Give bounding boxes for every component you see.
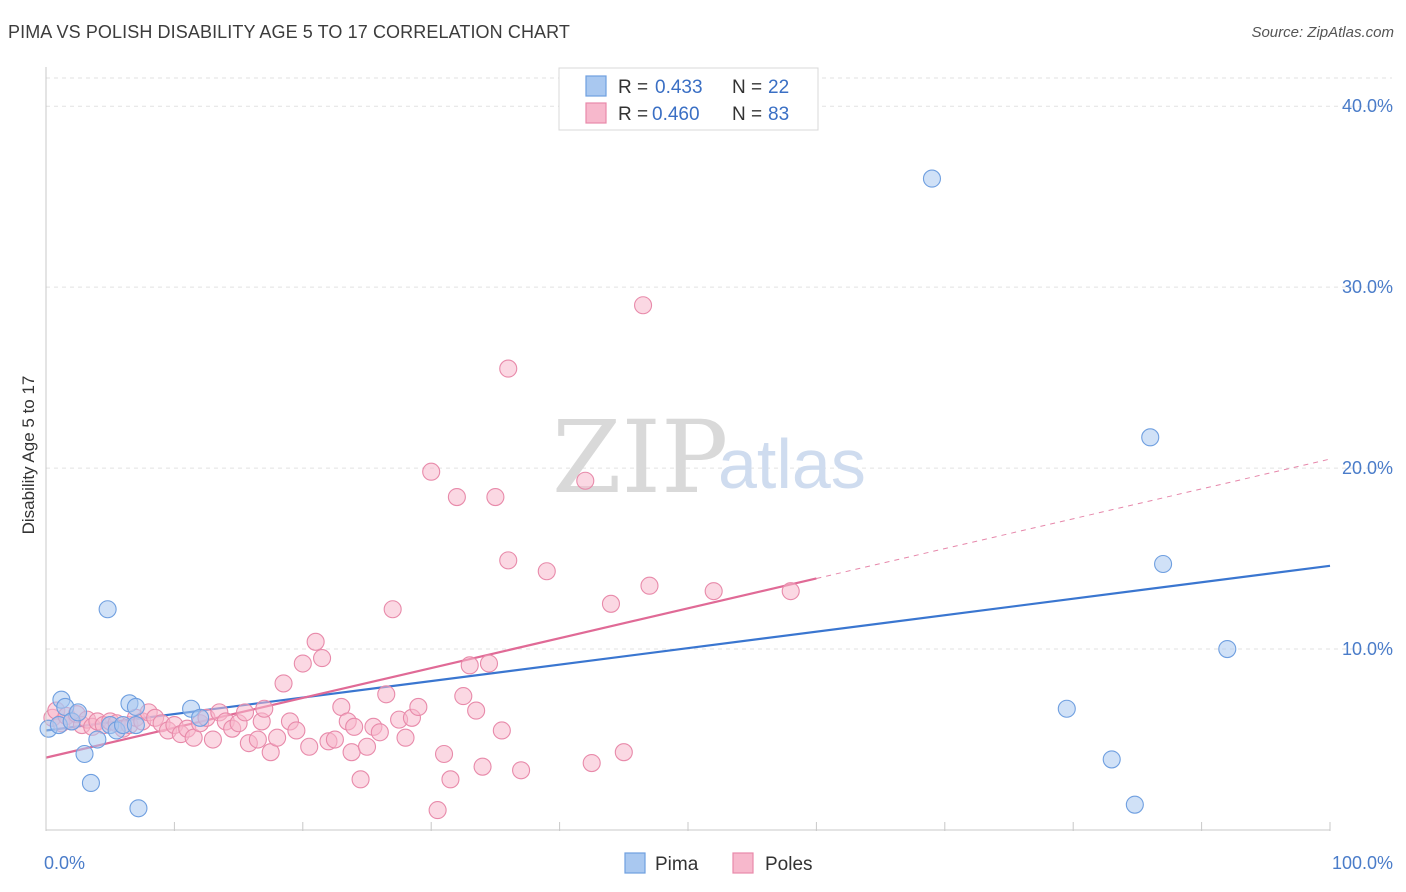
point-poles-52 [351, 770, 370, 789]
legend-n-label-poles: N = [732, 104, 762, 125]
point-pima-20 [1057, 699, 1076, 718]
legend-n-value-poles: 83 [768, 104, 789, 125]
point-poles-61 [409, 697, 428, 717]
trend-line-pima [45, 564, 1331, 732]
point-poles-67 [454, 687, 473, 706]
point-poles-41 [287, 721, 306, 740]
point-poles-34 [248, 730, 267, 749]
point-pima-16 [129, 799, 148, 818]
point-poles-84 [781, 582, 800, 601]
point-poles-57 [383, 600, 402, 619]
point-pima-18 [191, 708, 210, 727]
point-poles-63 [428, 801, 447, 820]
y-tick-label-40: 40.0% [1342, 96, 1393, 116]
grid-layer [46, 77, 1392, 650]
point-pima-6 [75, 744, 94, 764]
point-poles-65 [441, 770, 460, 789]
trend-line-extension-poles [816, 458, 1331, 579]
point-poles-72 [486, 487, 505, 507]
point-poles-73 [492, 721, 511, 740]
legend-box: R = 0.433 N = 22 R = 0.460 N = 83 [558, 67, 819, 131]
data-points [39, 169, 1237, 820]
point-pima-21 [1102, 750, 1121, 769]
point-poles-83 [704, 582, 723, 601]
axes: 10.0% 20.0% 30.0% 40.0% 0.0% 100.0% [44, 67, 1393, 873]
point-poles-78 [582, 753, 601, 773]
source-label: Source: ZipAtlas.com [1251, 24, 1394, 41]
bottom-legend-label-pima: Pima [655, 854, 699, 875]
legend-r-label-pima: R = [618, 77, 648, 98]
point-pima-25 [1218, 639, 1237, 659]
point-pima-14 [126, 697, 145, 717]
point-poles-77 [576, 471, 595, 490]
point-poles-69 [467, 701, 486, 720]
point-poles-64 [434, 744, 454, 764]
point-poles-47 [325, 730, 344, 749]
chart-title: PIMA VS POLISH DISABILITY AGE 5 TO 17 CO… [8, 22, 571, 42]
bottom-legend: Pima Poles [624, 852, 813, 875]
point-poles-75 [512, 761, 531, 780]
point-poles-82 [640, 576, 659, 595]
point-pima-19 [922, 169, 942, 188]
x-tick-label-100: 100.0% [1332, 853, 1393, 873]
legend-swatch-pima [585, 75, 607, 97]
point-poles-39 [274, 674, 293, 693]
point-poles-45 [313, 649, 332, 668]
point-poles-42 [293, 654, 312, 673]
point-poles-32 [235, 703, 255, 722]
point-poles-80 [614, 743, 633, 762]
point-poles-68 [460, 656, 479, 675]
point-pima-22 [1125, 795, 1144, 814]
point-poles-38 [268, 728, 287, 747]
point-poles-44 [306, 632, 325, 651]
point-poles-85 [499, 551, 518, 570]
watermark-zip: ZIP [552, 399, 728, 516]
point-poles-50 [342, 743, 361, 762]
point-poles-71 [479, 654, 499, 673]
point-poles-55 [370, 723, 389, 742]
point-pima-24 [1154, 554, 1173, 574]
y-tick-label-20: 20.0% [1342, 458, 1393, 478]
watermark-atlas: atlas [718, 425, 866, 503]
bottom-legend-swatch-poles [732, 852, 754, 874]
legend-swatch-poles [585, 102, 607, 124]
point-poles-59 [396, 728, 415, 747]
point-poles-74 [499, 359, 518, 378]
point-poles-56 [377, 685, 396, 704]
point-pima-23 [1141, 428, 1160, 447]
point-poles-62 [422, 462, 441, 481]
point-poles-53 [357, 737, 377, 756]
watermark: ZIP atlas [552, 399, 866, 516]
legend-n-label-pima: N = [732, 77, 762, 98]
point-pima-8 [88, 730, 107, 749]
y-axis-label: Disability Age 5 to 17 [19, 376, 38, 535]
point-poles-70 [473, 757, 492, 776]
legend-r-value-pima: 0.433 [655, 77, 703, 98]
point-pima-7 [81, 773, 100, 793]
y-tick-label-30: 30.0% [1342, 277, 1393, 297]
point-pima-5 [69, 703, 88, 722]
point-poles-27 [203, 730, 222, 749]
bottom-legend-swatch-pima [624, 852, 646, 874]
legend-n-value-pima: 22 [768, 77, 789, 98]
bottom-legend-label-poles: Poles [765, 854, 813, 875]
point-poles-79 [601, 594, 621, 613]
point-poles-66 [447, 487, 466, 507]
point-poles-51 [345, 717, 364, 736]
point-poles-36 [255, 699, 274, 718]
legend-r-label-poles: R = [618, 104, 648, 125]
point-poles-81 [634, 296, 653, 315]
point-poles-76 [537, 562, 556, 581]
point-pima-15 [126, 715, 145, 735]
x-tick-label-0: 0.0% [44, 853, 85, 873]
point-poles-43 [300, 737, 319, 756]
legend-r-value-poles: 0.460 [652, 104, 700, 125]
y-tick-label-10: 10.0% [1342, 639, 1393, 659]
point-pima-9 [98, 600, 117, 619]
